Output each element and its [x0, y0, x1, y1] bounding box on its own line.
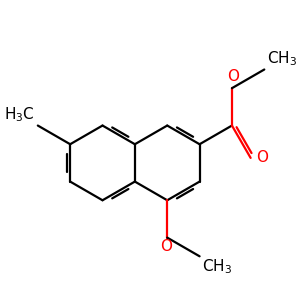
Text: O: O	[160, 239, 172, 254]
Text: CH$_3$: CH$_3$	[202, 258, 232, 276]
Text: CH$_3$: CH$_3$	[267, 50, 297, 68]
Text: O: O	[256, 150, 268, 165]
Text: H$_3$C: H$_3$C	[4, 106, 35, 124]
Text: O: O	[227, 69, 239, 84]
